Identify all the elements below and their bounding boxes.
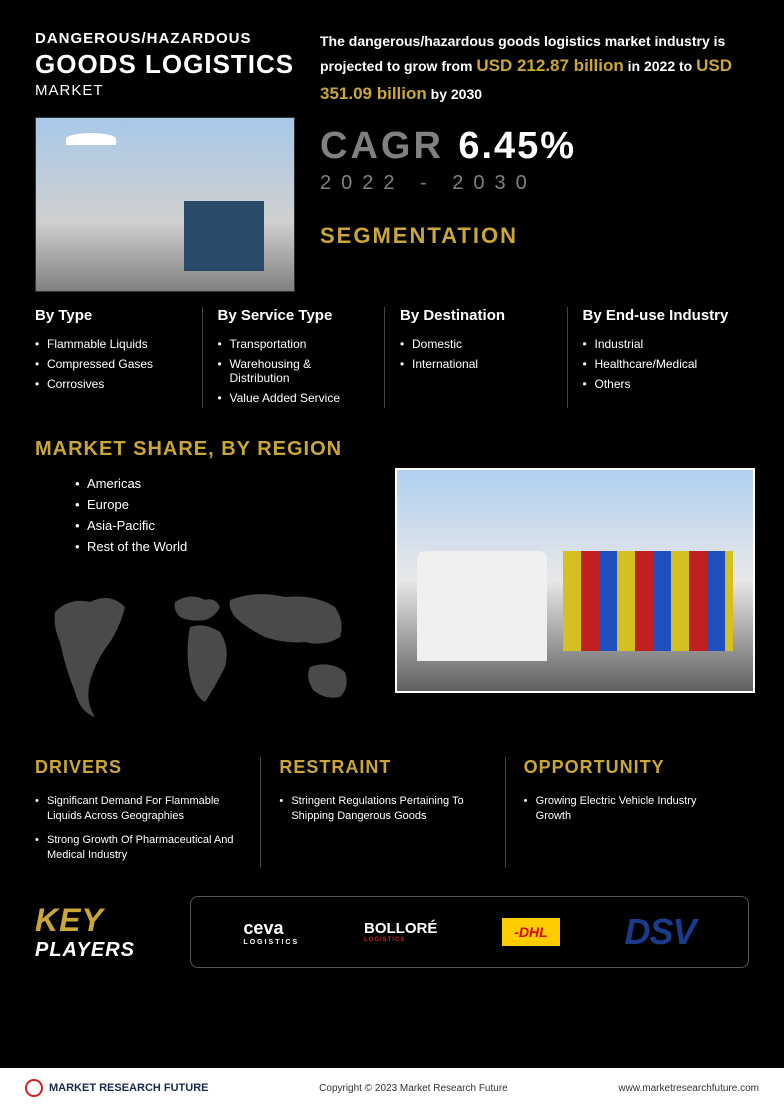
logo-bollore-text: BOLLORÉ	[364, 920, 437, 937]
kp-players: PLAYERS	[35, 939, 175, 962]
seg-item: Domestic	[400, 334, 552, 354]
seg-col: By Type Flammable LiquidsCompressed Gases…	[35, 307, 203, 408]
seg-item: Transportation	[218, 334, 370, 354]
intro-p3: by 2030	[431, 86, 482, 102]
truck-image	[395, 468, 755, 693]
seg-head: By Destination	[400, 307, 552, 324]
logo-bollore-sub: LOGISTICS	[364, 937, 437, 943]
seg-col: By End-use Industry IndustrialHealthcare/…	[568, 307, 750, 408]
dro-list: Significant Demand For Flammable Liquids…	[35, 790, 242, 868]
cagr-block: CAGR 6.45% 2022 - 2030	[320, 125, 749, 195]
footer-url: www.marketresearchfuture.com	[618, 1083, 759, 1094]
dro-item: Significant Demand For Flammable Liquids…	[35, 790, 242, 829]
logo-dsv: DSV	[625, 911, 696, 953]
dro-col: RESTRAINT Stringent Regulations Pertainin…	[261, 757, 505, 868]
region-item: Europe	[75, 494, 375, 515]
seg-item: Flammable Liquids	[35, 334, 187, 354]
footer-logo-icon	[25, 1079, 43, 1097]
seg-list: Flammable LiquidsCompressed GasesCorrosi…	[35, 334, 187, 394]
footer-brand-text: MARKET RESEARCH FUTURE	[49, 1082, 209, 1094]
seg-head: By Type	[35, 307, 187, 324]
title-pre: DANGEROUS/HAZARDOUS	[35, 30, 295, 47]
dro-list: Growing Electric Vehicle Industry Growth	[524, 790, 731, 829]
region-section: MARKET SHARE, BY REGION AmericasEuropeAs…	[35, 438, 749, 732]
logo-dhl: -DHL	[502, 918, 559, 946]
kp-key: KEY	[35, 902, 175, 939]
dro-head: RESTRAINT	[279, 757, 486, 778]
seg-item: Value Added Service	[218, 388, 370, 408]
segmentation-title: SEGMENTATION	[320, 223, 749, 249]
header: DANGEROUS/HAZARDOUS GOODS LOGISTICS MARK…	[35, 30, 749, 292]
title-main: GOODS LOGISTICS	[35, 49, 295, 80]
cagr-label: CAGR	[320, 125, 444, 167]
intro-p2: in 2022 to	[628, 58, 696, 74]
cagr-years: 2022 - 2030	[320, 172, 749, 195]
dro-head: DRIVERS	[35, 757, 242, 778]
region-list: AmericasEuropeAsia-PacificRest of the Wo…	[35, 473, 375, 557]
header-right: The dangerous/hazardous goods logistics …	[320, 30, 749, 292]
segments-row: By Type Flammable LiquidsCompressed Gases…	[35, 307, 749, 428]
region-title: MARKET SHARE, BY REGION	[35, 438, 375, 461]
hero-image	[35, 117, 295, 292]
region-item: Rest of the World	[75, 536, 375, 557]
footer-copy: Copyright © 2023 Market Research Future	[319, 1083, 508, 1094]
footer: MARKET RESEARCH FUTURE Copyright © 2023 …	[0, 1068, 784, 1108]
seg-item: Healthcare/Medical	[583, 354, 735, 374]
seg-head: By End-use Industry	[583, 307, 735, 324]
seg-col: By Service Type TransportationWarehousing…	[203, 307, 386, 408]
dro-head: OPPORTUNITY	[524, 757, 731, 778]
key-players: KEY PLAYERS ceva LOGISTICS BOLLORÉ LOGIS…	[35, 896, 749, 968]
header-left: DANGEROUS/HAZARDOUS GOODS LOGISTICS MARK…	[35, 30, 295, 292]
cagr-value: 6.45%	[458, 125, 576, 167]
dro-row: DRIVERS Significant Demand For Flammable …	[35, 757, 749, 868]
dro-col: DRIVERS Significant Demand For Flammable …	[35, 757, 261, 868]
dro-list: Stringent Regulations Pertaining To Ship…	[279, 790, 486, 829]
seg-item: Industrial	[583, 334, 735, 354]
dro-item: Strong Growth Of Pharmaceutical And Medi…	[35, 829, 242, 868]
logo-bollore: BOLLORÉ LOGISTICS	[364, 920, 437, 943]
seg-item: International	[400, 354, 552, 374]
seg-list: TransportationWarehousing & Distribution…	[218, 334, 370, 408]
seg-item: Others	[583, 374, 735, 394]
title-sub: MARKET	[35, 82, 295, 99]
seg-col: By Destination DomesticInternational	[385, 307, 568, 408]
seg-item: Warehousing & Distribution	[218, 354, 370, 388]
region-left: MARKET SHARE, BY REGION AmericasEuropeAs…	[35, 438, 375, 732]
kp-label: KEY PLAYERS	[35, 902, 175, 962]
logo-ceva-sub: LOGISTICS	[243, 939, 299, 946]
seg-item: Compressed Gases	[35, 354, 187, 374]
intro-val1: USD 212.87 billion	[476, 56, 623, 75]
seg-item: Corrosives	[35, 374, 187, 394]
seg-head: By Service Type	[218, 307, 370, 324]
intro-text: The dangerous/hazardous goods logistics …	[320, 30, 749, 107]
region-item: Asia-Pacific	[75, 515, 375, 536]
seg-list: IndustrialHealthcare/MedicalOthers	[583, 334, 735, 394]
region-item: Americas	[75, 473, 375, 494]
logo-ceva: ceva LOGISTICS	[243, 918, 299, 946]
dro-col: OPPORTUNITY Growing Electric Vehicle Indu…	[506, 757, 749, 868]
logo-ceva-text: ceva	[243, 918, 283, 938]
kp-logos: ceva LOGISTICS BOLLORÉ LOGISTICS -DHL DS…	[190, 896, 749, 968]
footer-brand: MARKET RESEARCH FUTURE	[25, 1079, 209, 1097]
truck-image-wrap	[395, 438, 755, 732]
seg-list: DomesticInternational	[400, 334, 552, 374]
world-map	[35, 572, 375, 732]
dro-item: Stringent Regulations Pertaining To Ship…	[279, 790, 486, 829]
dro-item: Growing Electric Vehicle Industry Growth	[524, 790, 731, 829]
